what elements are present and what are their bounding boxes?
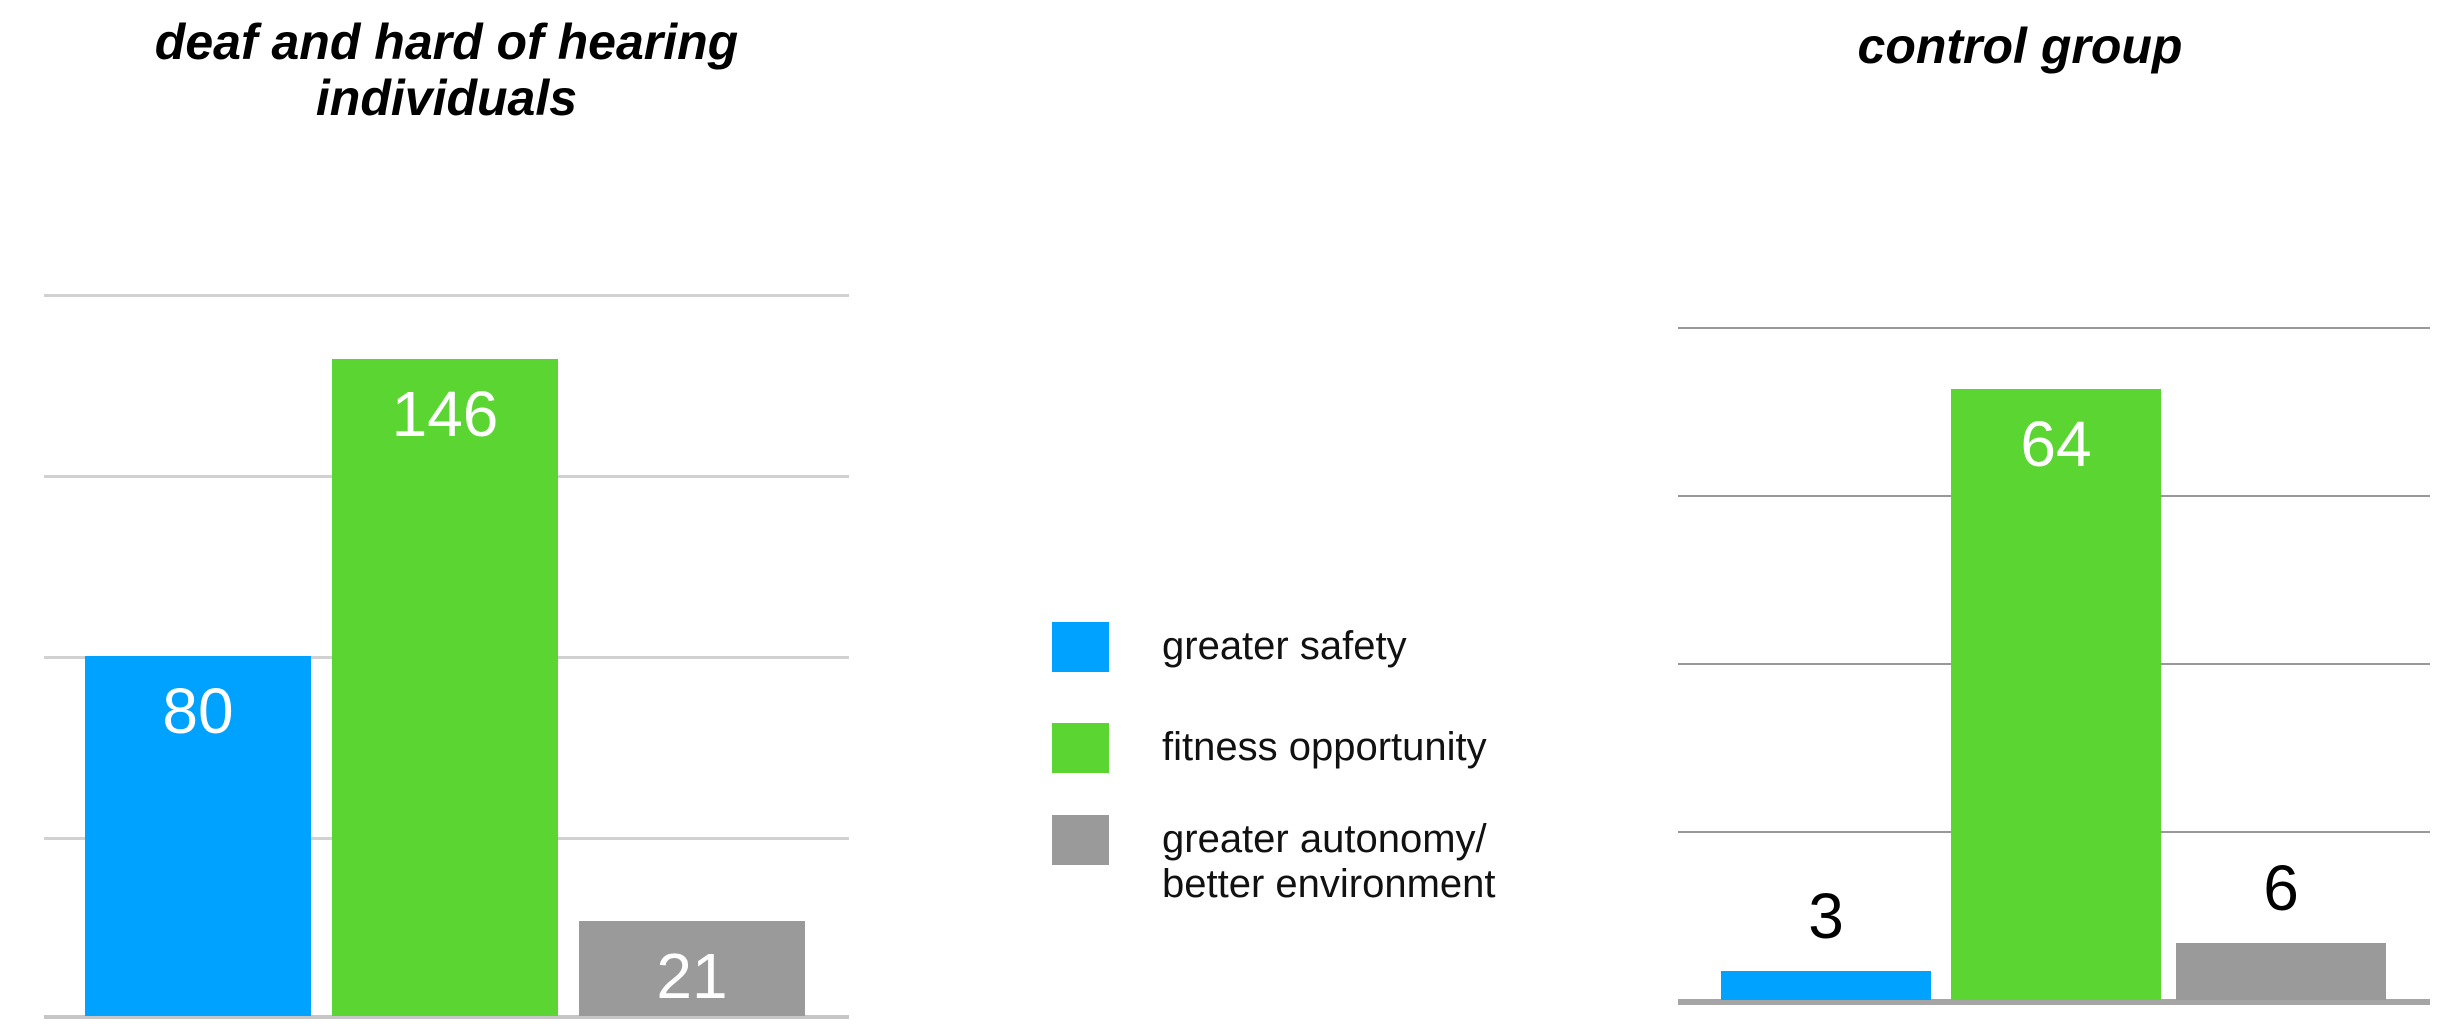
legend-swatch-icon <box>1052 815 1109 865</box>
legend-label: greater autonomy/ better environment <box>1162 817 1496 906</box>
legend-item-greater-safety: greater safety <box>1052 622 1407 672</box>
legend-label: greater safety <box>1162 624 1407 668</box>
legend-label: fitness opportunity <box>1162 725 1487 769</box>
legend-item-greater-autonomy: greater autonomy/ better environment <box>1052 815 1496 907</box>
legend-swatch-icon <box>1052 723 1109 773</box>
legend-swatch-icon <box>1052 622 1109 672</box>
legend-item-fitness-opportunity: fitness opportunity <box>1052 723 1487 773</box>
